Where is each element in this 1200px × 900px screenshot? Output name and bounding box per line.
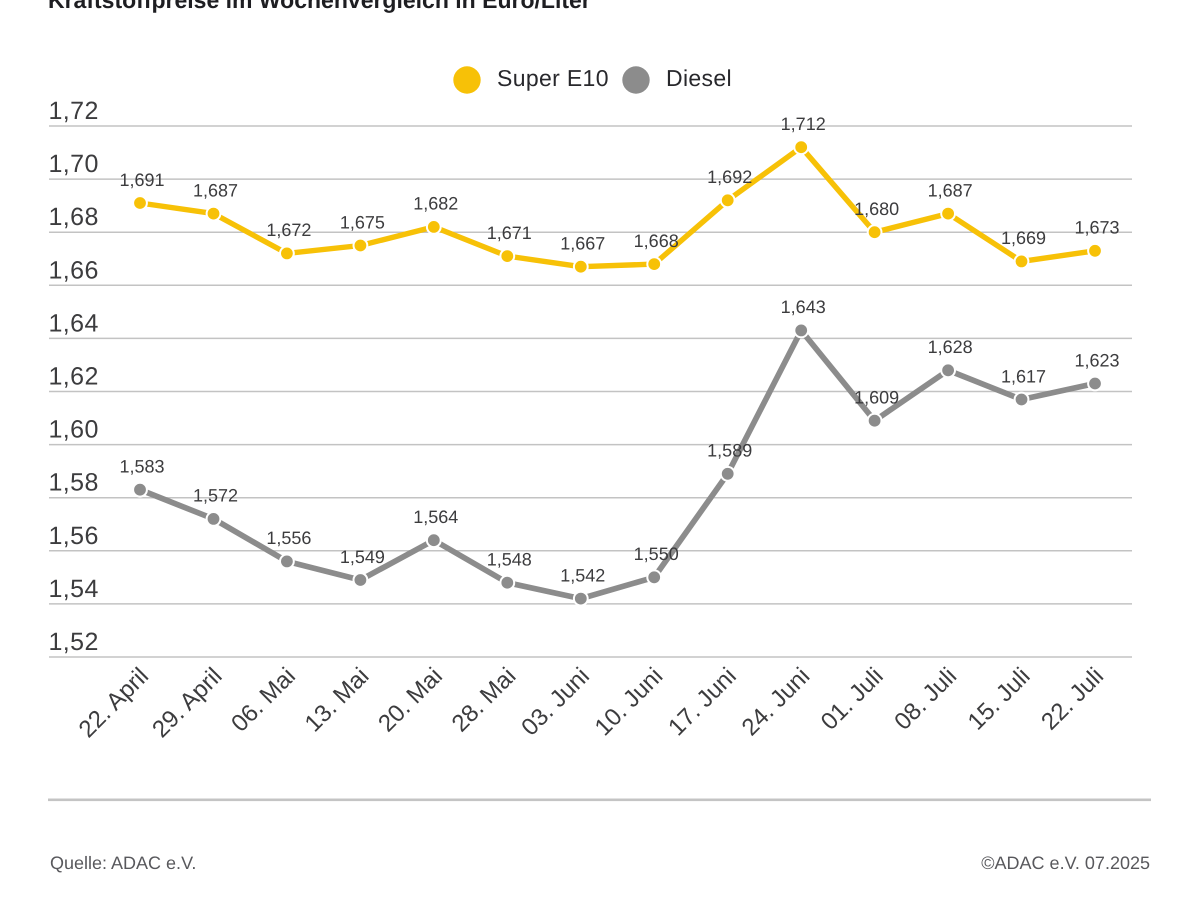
svg-text:1,687: 1,687 bbox=[928, 180, 973, 200]
svg-text:1,628: 1,628 bbox=[928, 337, 973, 357]
svg-text:1,668: 1,668 bbox=[634, 231, 679, 251]
svg-text:08. Juli: 08. Juli bbox=[889, 663, 962, 736]
svg-text:1,682: 1,682 bbox=[413, 194, 458, 214]
svg-text:28. Mai: 28. Mai bbox=[447, 663, 522, 738]
svg-text:1,712: 1,712 bbox=[781, 114, 826, 134]
svg-text:1,692: 1,692 bbox=[707, 167, 752, 187]
svg-text:01. Juli: 01. Juli bbox=[816, 663, 889, 736]
svg-text:Super E10: Super E10 bbox=[497, 65, 609, 91]
svg-text:1,680: 1,680 bbox=[854, 199, 899, 219]
svg-text:1,691: 1,691 bbox=[119, 170, 164, 190]
svg-text:1,583: 1,583 bbox=[119, 457, 164, 477]
svg-text:1,667: 1,667 bbox=[560, 234, 605, 254]
svg-text:1,687: 1,687 bbox=[193, 180, 238, 200]
svg-text:1,673: 1,673 bbox=[1074, 218, 1119, 238]
svg-text:1,542: 1,542 bbox=[560, 565, 605, 585]
svg-text:1,68: 1,68 bbox=[49, 203, 99, 231]
svg-text:03. Juni: 03. Juni bbox=[516, 663, 595, 742]
svg-text:1,66: 1,66 bbox=[49, 256, 99, 284]
svg-text:13. Mai: 13. Mai bbox=[300, 663, 375, 738]
svg-text:1,564: 1,564 bbox=[413, 507, 458, 527]
svg-text:1,556: 1,556 bbox=[266, 528, 311, 548]
svg-text:Kraftstoffpreise im Wochenverg: Kraftstoffpreise im Wochenvergleich in E… bbox=[48, 0, 591, 13]
svg-text:15. Juli: 15. Juli bbox=[963, 663, 1036, 736]
svg-text:1,58: 1,58 bbox=[49, 469, 99, 497]
svg-text:1,550: 1,550 bbox=[634, 544, 679, 564]
svg-text:1,72: 1,72 bbox=[49, 97, 99, 125]
svg-text:1,669: 1,669 bbox=[1001, 228, 1046, 248]
svg-text:1,62: 1,62 bbox=[49, 363, 99, 391]
svg-text:20. Mai: 20. Mai bbox=[373, 663, 448, 738]
svg-text:10. Juni: 10. Juni bbox=[590, 663, 669, 742]
svg-text:1,572: 1,572 bbox=[193, 486, 238, 506]
svg-text:1,643: 1,643 bbox=[781, 297, 826, 317]
svg-text:1,623: 1,623 bbox=[1074, 350, 1119, 370]
svg-text:Diesel: Diesel bbox=[666, 65, 732, 91]
svg-text:1,609: 1,609 bbox=[854, 388, 899, 408]
svg-text:©ADAC e.V. 07.2025: ©ADAC e.V. 07.2025 bbox=[981, 853, 1150, 873]
svg-text:17. Juni: 17. Juni bbox=[663, 663, 742, 742]
svg-text:1,549: 1,549 bbox=[340, 547, 385, 567]
svg-text:1,54: 1,54 bbox=[49, 575, 99, 603]
svg-text:1,548: 1,548 bbox=[487, 550, 532, 570]
svg-text:1,70: 1,70 bbox=[49, 150, 99, 178]
svg-text:1,672: 1,672 bbox=[266, 220, 311, 240]
svg-text:22. April: 22. April bbox=[74, 663, 154, 743]
svg-text:1,64: 1,64 bbox=[49, 309, 99, 337]
svg-text:1,589: 1,589 bbox=[707, 441, 752, 461]
svg-text:29. April: 29. April bbox=[147, 663, 227, 743]
svg-text:1,617: 1,617 bbox=[1001, 366, 1046, 386]
svg-text:24. Juni: 24. Juni bbox=[737, 663, 816, 742]
svg-text:1,52: 1,52 bbox=[49, 628, 99, 656]
svg-text:22. Juli: 22. Juli bbox=[1036, 663, 1109, 736]
svg-text:Quelle: ADAC e.V.: Quelle: ADAC e.V. bbox=[50, 853, 196, 873]
svg-text:06. Mai: 06. Mai bbox=[226, 663, 301, 738]
svg-text:1,56: 1,56 bbox=[49, 522, 99, 550]
svg-text:1,60: 1,60 bbox=[49, 416, 99, 444]
svg-text:1,671: 1,671 bbox=[487, 223, 532, 243]
svg-text:1,675: 1,675 bbox=[340, 212, 385, 232]
